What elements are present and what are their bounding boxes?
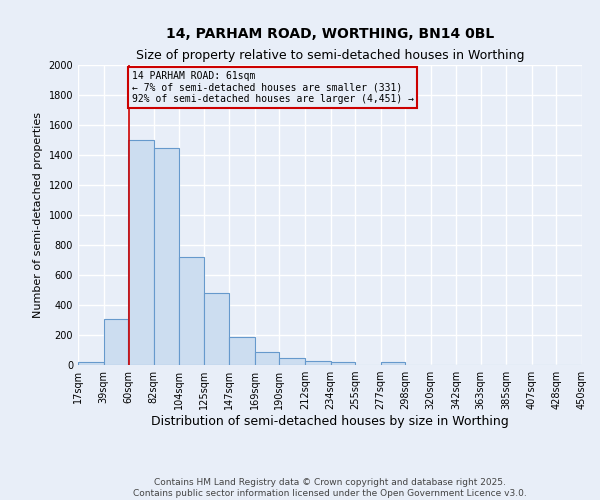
Bar: [104, 318, 128, 365]
Bar: [255, 352, 280, 365]
Bar: [331, 362, 355, 365]
Bar: [204, 293, 229, 365]
Bar: [179, 257, 204, 365]
Text: Contains HM Land Registry data © Crown copyright and database right 2025.
Contai: Contains HM Land Registry data © Crown c…: [133, 478, 527, 498]
Y-axis label: Number of semi-detached properties: Number of semi-detached properties: [33, 112, 43, 318]
Bar: [229, 336, 255, 365]
Bar: [305, 361, 331, 365]
X-axis label: Distribution of semi-detached houses by size in Worthing: Distribution of semi-detached houses by …: [151, 415, 509, 428]
Bar: [154, 148, 179, 365]
Bar: [128, 140, 154, 365]
Title: Size of property relative to semi-detached houses in Worthing: Size of property relative to semi-detach…: [136, 50, 524, 62]
Bar: [78, 362, 104, 365]
Bar: [280, 358, 305, 365]
Text: 14 PARHAM ROAD: 61sqm
← 7% of semi-detached houses are smaller (331)
92% of semi: 14 PARHAM ROAD: 61sqm ← 7% of semi-detac…: [131, 71, 413, 104]
Text: 14, PARHAM ROAD, WORTHING, BN14 0BL: 14, PARHAM ROAD, WORTHING, BN14 0BL: [166, 28, 494, 42]
Bar: [380, 362, 405, 365]
